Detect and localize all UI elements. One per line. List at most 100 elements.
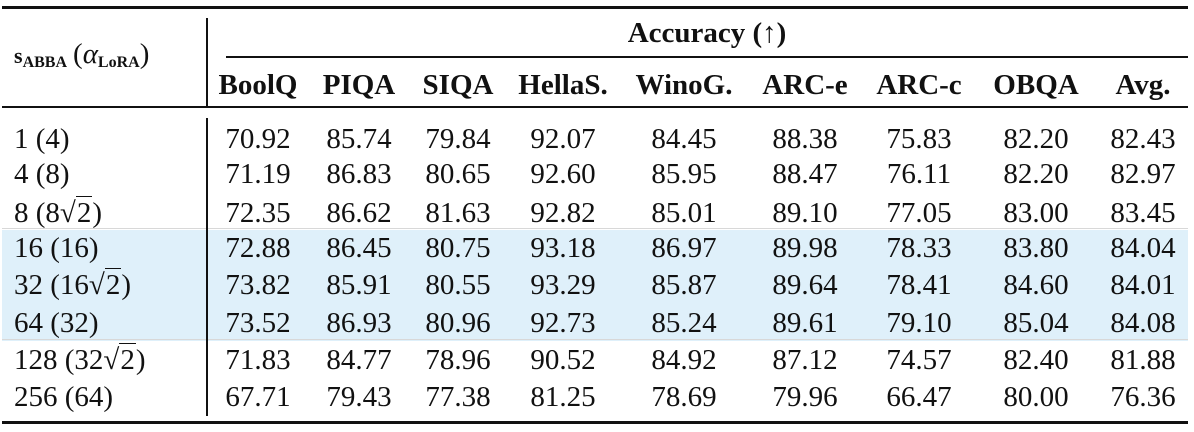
group-separator-rule — [2, 228, 1188, 229]
sqrt-expression: √2 — [88, 268, 122, 302]
table-cell: 84.01 — [1110, 269, 1176, 301]
sqrt-radicand: 2 — [119, 343, 136, 376]
row-label-suffix: ) — [121, 269, 132, 301]
paren-open: ( — [73, 38, 83, 70]
table-cell: 85.24 — [651, 307, 717, 339]
table-cell: 92.60 — [530, 158, 596, 190]
column-header: ARC-c — [876, 69, 962, 101]
table-cell: 92.07 — [530, 123, 596, 155]
table-cell: 76.36 — [1110, 381, 1176, 413]
top-rule — [2, 6, 1188, 9]
highlight-band — [2, 230, 1188, 341]
table-cell: 82.20 — [1003, 123, 1069, 155]
table-cell: 86.93 — [326, 307, 392, 339]
sqrt-symbol: √ — [88, 269, 105, 301]
table-cell: 71.19 — [225, 158, 291, 190]
table-cell: 89.61 — [772, 307, 838, 339]
table-cell: 79.10 — [886, 307, 952, 339]
column-header: BoolQ — [218, 69, 298, 101]
table-cell: 77.38 — [425, 381, 491, 413]
table-cell: 79.96 — [772, 381, 838, 413]
row-label-text: 64 (32) — [14, 307, 99, 339]
table-cell: 67.71 — [225, 381, 291, 413]
row-label: 64 (32) — [14, 306, 99, 340]
column-header: OBQA — [993, 69, 1079, 101]
column-header: HellaS. — [518, 69, 608, 101]
table-cell: 85.95 — [651, 158, 717, 190]
table-cell: 92.82 — [530, 197, 596, 229]
row-label-text: 8 (8 — [14, 197, 60, 229]
table-cell: 84.08 — [1110, 307, 1176, 339]
table-cell: 72.35 — [225, 197, 291, 229]
table-cell: 84.60 — [1003, 269, 1069, 301]
row-label-text: 128 (32 — [14, 344, 104, 376]
table-cell: 90.52 — [530, 344, 596, 376]
row-label-text: 256 (64) — [14, 381, 114, 413]
table-cell: 80.75 — [425, 232, 491, 264]
table-cell: 82.43 — [1110, 123, 1176, 155]
table-cell: 82.40 — [1003, 344, 1069, 376]
table-cell: 89.64 — [772, 269, 838, 301]
column-header: SIQA — [422, 69, 494, 101]
sqrt-expression: √2 — [103, 343, 136, 377]
table-cell: 89.10 — [772, 197, 838, 229]
table-cell: 71.83 — [225, 344, 291, 376]
table-cell: 87.12 — [772, 344, 838, 376]
table-cell: 83.45 — [1110, 197, 1176, 229]
table-cell: 82.20 — [1003, 158, 1069, 190]
table-cell: 66.47 — [886, 381, 952, 413]
table-cell: 73.52 — [225, 307, 291, 339]
row-label: 32 (16√2) — [14, 268, 131, 302]
table-cell: 84.77 — [326, 344, 392, 376]
table-cell: 85.04 — [1003, 307, 1069, 339]
table-cell: 74.57 — [886, 344, 952, 376]
row-label: 4 (8) — [14, 157, 70, 191]
table-cell: 80.55 — [425, 269, 491, 301]
scaling-subscript: ABBA — [22, 54, 68, 71]
table-cell: 77.05 — [886, 197, 952, 229]
sqrt-radicand: 2 — [104, 268, 122, 301]
row-label-text: 1 (4) — [14, 123, 70, 155]
sqrt-symbol: √ — [59, 197, 76, 229]
group-header-rule — [226, 56, 1188, 58]
table-cell: 86.45 — [326, 232, 392, 264]
table-cell: 93.29 — [530, 269, 596, 301]
table-cell: 86.97 — [651, 232, 717, 264]
table-cell: 76.11 — [886, 158, 952, 190]
row-label: 256 (64) — [14, 380, 113, 414]
table-cell: 93.18 — [530, 232, 596, 264]
column-header: PIQA — [322, 69, 396, 101]
table-cell: 82.97 — [1110, 158, 1176, 190]
group-separator-rule — [2, 339, 1188, 340]
alpha-subscript: LoRA — [97, 54, 140, 71]
table-cell: 92.73 — [530, 307, 596, 339]
accuracy-group-header: Accuracy (↑) — [627, 17, 787, 49]
table-cell: 89.98 — [772, 232, 838, 264]
alpha-symbol: α — [82, 38, 98, 70]
table-cell: 85.74 — [326, 123, 392, 155]
table-cell: 88.38 — [772, 123, 838, 155]
table-cell: 70.92 — [225, 123, 291, 155]
table-cell: 72.88 — [225, 232, 291, 264]
paren-close: ) — [139, 38, 150, 70]
column-header: Avg. — [1115, 69, 1171, 101]
body-vertical-rule — [206, 118, 208, 416]
table-cell: 80.65 — [425, 158, 491, 190]
column-header: ARC-e — [762, 69, 848, 101]
table-cell: 84.04 — [1110, 232, 1176, 264]
table-cell: 88.47 — [772, 158, 838, 190]
sqrt-expression: √2 — [59, 196, 93, 230]
row-label-text: 4 (8) — [14, 158, 70, 190]
table-cell: 86.83 — [326, 158, 392, 190]
header-vertical-rule — [206, 18, 208, 106]
table-cell: 83.80 — [1003, 232, 1069, 264]
row-label-suffix: ) — [92, 197, 103, 229]
table-cell: 78.96 — [425, 344, 491, 376]
table-cell: 86.62 — [326, 197, 392, 229]
table-cell: 73.82 — [225, 269, 291, 301]
scaling-symbol: s — [14, 43, 23, 68]
table-cell: 85.91 — [326, 269, 392, 301]
corner-header: sABBA (αLoRA) — [14, 37, 149, 80]
table-cell: 80.00 — [1003, 381, 1069, 413]
table-cell: 84.45 — [651, 123, 717, 155]
